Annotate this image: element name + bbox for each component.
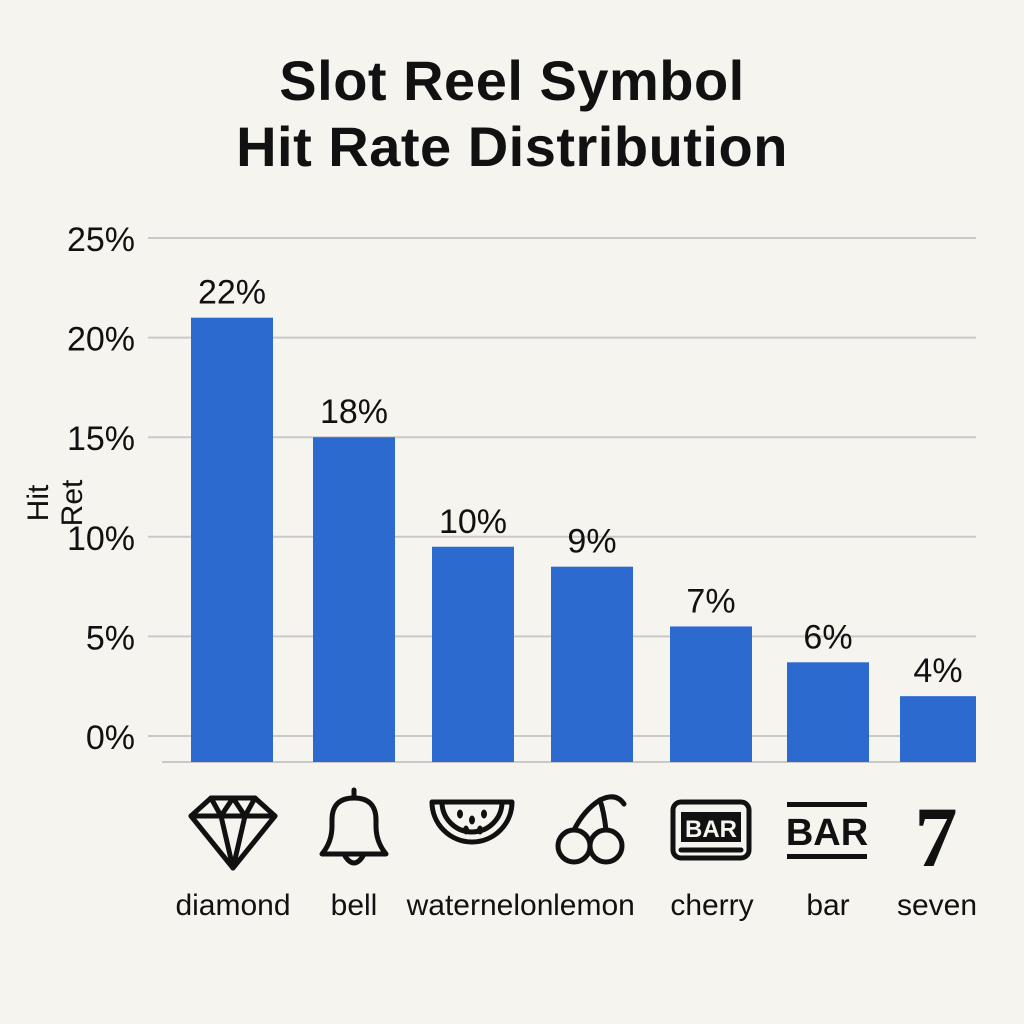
x-tick-label: seven [897,889,977,922]
bar [432,546,514,762]
chart-title: Slot Reel Symbol Hit Rate Distribution [0,48,1024,180]
svg-text:BAR: BAR [786,812,868,854]
watermelon-icon [429,799,515,845]
cherries-icon [555,794,627,865]
seven-icon: 7 [915,789,958,885]
x-tick-label: lemon [553,889,635,922]
bar [551,566,633,762]
data-label: 9% [567,523,616,561]
x-tick-label: bell [331,889,378,922]
diamond-icon [188,795,278,871]
x-tick-label: bar [806,889,849,922]
bar [900,696,976,762]
data-label: 7% [686,582,735,620]
data-label: 4% [913,652,962,690]
data-label: 6% [803,618,852,656]
y-tick-label: 0% [86,719,135,757]
bar [670,626,752,762]
chart-title-line-1: Slot Reel Symbol [279,49,745,112]
bar-text-icon: BAR [786,802,868,859]
x-tick-label: cherry [670,889,753,922]
bell-icon [319,787,389,866]
chart-title-line-2: Hit Rate Distribution [236,115,788,178]
data-label: 18% [320,393,388,431]
y-tick-label: 20% [67,321,135,359]
x-tick-label: waternelon [406,889,554,922]
bar [191,317,273,762]
bar-box-icon: BAR [670,799,752,861]
y-tick-label: 25% [67,221,135,259]
data-label: 22% [198,274,266,312]
y-tick-label: 15% [67,420,135,458]
bar [787,662,869,762]
y-tick-label: 10% [67,520,135,558]
x-tick-label: diamond [175,889,290,922]
svg-text:7: 7 [915,789,958,885]
data-label: 10% [439,503,507,541]
svg-text:BAR: BAR [685,816,737,843]
y-tick-label: 5% [86,619,135,657]
bar [313,437,395,762]
